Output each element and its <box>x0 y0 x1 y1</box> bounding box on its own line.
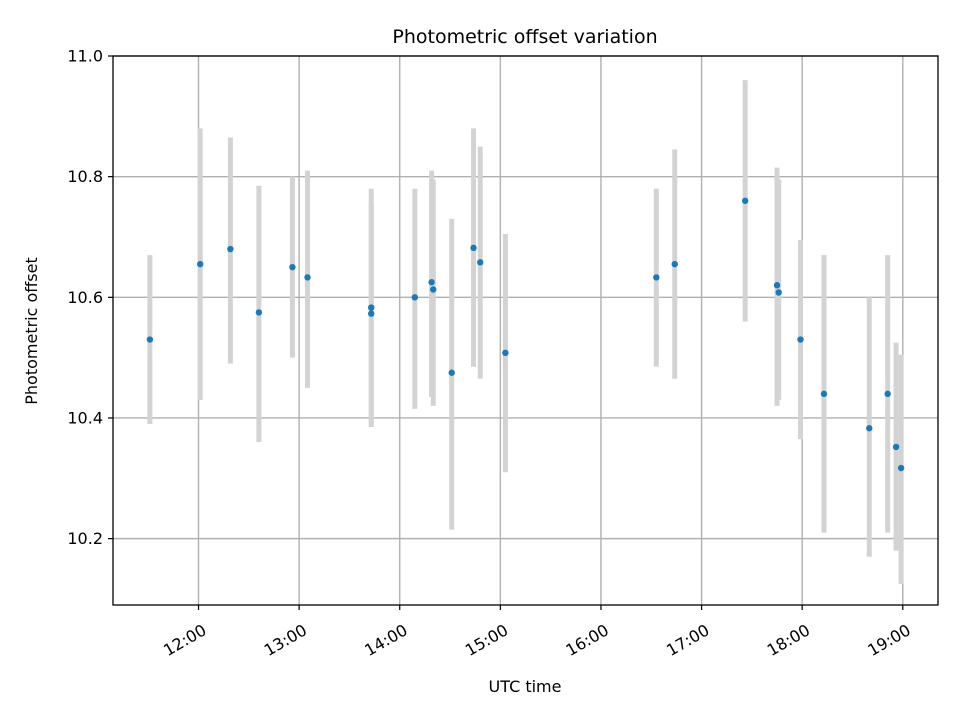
data-point <box>227 245 234 253</box>
y-axis-title: Photometric offset <box>22 257 41 405</box>
data-point <box>255 309 263 316</box>
y-tick-label: 10.2 <box>67 529 103 548</box>
data-point <box>653 274 660 281</box>
data-point <box>884 390 891 398</box>
data-point <box>797 336 804 343</box>
x-axis-title: UTC time <box>489 677 562 696</box>
y-tick-labels: 10.2 10.4 10.6 10.8 11.0 <box>67 47 103 549</box>
data-point <box>196 260 204 268</box>
data-point <box>741 197 749 204</box>
data-point <box>368 310 375 317</box>
y-tick-label: 10.4 <box>67 408 103 427</box>
y-tick-label: 10.6 <box>67 288 103 307</box>
y-tick-label: 10.8 <box>67 167 103 186</box>
plot-area <box>113 56 938 605</box>
chart-title: Photometric offset variation <box>392 26 657 48</box>
data-point <box>448 369 455 376</box>
data-point <box>773 282 781 289</box>
data-point <box>146 336 154 343</box>
data-point <box>866 425 873 432</box>
data-point <box>470 244 477 252</box>
data-point <box>430 286 437 293</box>
point-layer <box>146 197 905 472</box>
data-point <box>892 443 900 451</box>
plot-frame <box>112 55 939 606</box>
data-point <box>820 390 828 398</box>
data-point <box>304 274 311 281</box>
data-point <box>477 259 484 266</box>
data-point <box>428 279 435 286</box>
data-point <box>671 260 678 268</box>
y-tick-label: 11.0 <box>67 47 103 66</box>
data-point <box>289 263 296 271</box>
data-point <box>368 304 375 311</box>
data-point <box>411 294 419 301</box>
data-point <box>897 464 905 472</box>
data-point <box>502 349 509 357</box>
data-point <box>775 289 782 296</box>
tick-layer <box>108 55 904 610</box>
